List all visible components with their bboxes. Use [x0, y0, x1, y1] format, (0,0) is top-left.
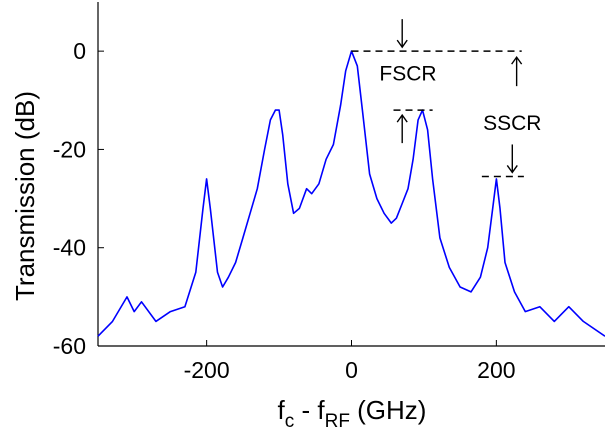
arrow-down-second-sideband-head: [506, 165, 518, 174]
y-tick-label: -40: [53, 235, 86, 261]
annotation-fscr: FSCR: [379, 63, 436, 86]
x-tick-label: -200: [184, 357, 230, 383]
y-tick-label: 0: [73, 38, 86, 64]
y-tick-label: -20: [53, 136, 86, 162]
series-line-0: [97, 50, 605, 337]
y-axis-label: Transmission (dB): [10, 91, 40, 301]
plot-area: 0 -20 -40 -60 -200 0 200 FSCR SSCR: [53, 2, 605, 383]
annotation-sscr: SSCR: [483, 112, 541, 135]
arrow-down-carrier-head: [396, 39, 408, 49]
x-tick-label: 200: [477, 357, 515, 383]
arrow-up-carrier-head: [511, 55, 523, 65]
x-tick-label: 0: [345, 357, 358, 383]
y-tick-label: -60: [53, 333, 86, 359]
x-axis-label: fc - fRF (GHz): [278, 395, 427, 432]
arrow-up-first-sideband-head: [396, 113, 408, 123]
